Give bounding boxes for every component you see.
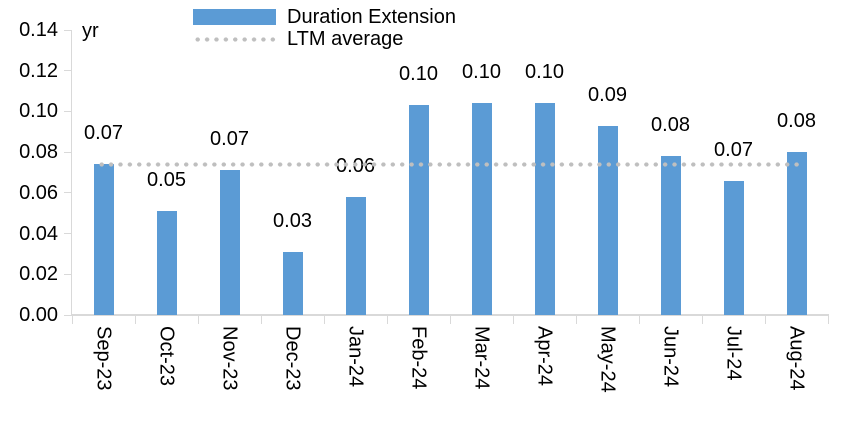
x-axis-label-Jul-24: Jul-24 bbox=[722, 326, 745, 381]
x-axis-tick bbox=[450, 316, 451, 324]
bar-value-label-Dec-23: 0.03 bbox=[273, 209, 312, 232]
bar-value-label-Sep-23: 0.07 bbox=[84, 122, 123, 145]
x-axis-tick bbox=[576, 316, 577, 324]
bar-May-24 bbox=[597, 125, 618, 315]
bar-Jun-24 bbox=[660, 156, 681, 315]
bar-value-label-May-24: 0.09 bbox=[588, 83, 627, 106]
y-axis-tick bbox=[64, 233, 72, 235]
x-axis-tick bbox=[765, 316, 766, 324]
y-axis-tick-label: 0.06 bbox=[19, 181, 58, 204]
x-axis-tick bbox=[513, 316, 514, 324]
x-axis-tick bbox=[828, 316, 829, 324]
ltm-average-line bbox=[97, 161, 799, 167]
legend-bar-swatch-icon bbox=[193, 9, 276, 25]
y-axis-tick-label: 0.02 bbox=[19, 263, 58, 286]
y-axis-tick-label: 0.08 bbox=[19, 141, 58, 164]
x-axis-label-Sep-23: Sep-23 bbox=[92, 326, 115, 391]
x-axis-label-Nov-23: Nov-23 bbox=[218, 326, 241, 391]
x-axis-label-Feb-24: Feb-24 bbox=[407, 326, 430, 390]
legend-label-duration-extension: Duration Extension bbox=[287, 6, 456, 28]
y-axis-tick bbox=[64, 192, 72, 194]
y-axis-tick bbox=[64, 314, 72, 316]
y-axis-tick bbox=[64, 70, 72, 72]
x-axis-label-Aug-24: Aug-24 bbox=[785, 326, 808, 391]
x-axis-label-Mar-24: Mar-24 bbox=[470, 326, 493, 390]
x-axis-tick bbox=[324, 316, 325, 324]
x-axis-label-Dec-23: Dec-23 bbox=[281, 326, 304, 391]
x-axis-label-Apr-24: Apr-24 bbox=[533, 326, 556, 387]
y-axis-tick bbox=[64, 273, 72, 275]
x-axis-tick bbox=[702, 316, 703, 324]
x-axis-label-May-24: May-24 bbox=[596, 326, 619, 393]
x-axis-label-Jan-24: Jan-24 bbox=[344, 326, 367, 388]
bar-Feb-24 bbox=[408, 105, 429, 315]
y-axis-tick-label: 0.14 bbox=[19, 19, 58, 41]
legend: Duration Extension LTM average bbox=[193, 6, 456, 50]
y-axis-tick-label: 0.10 bbox=[19, 100, 58, 123]
bar-Aug-24 bbox=[786, 152, 807, 315]
bar-value-label-Nov-23: 0.07 bbox=[210, 128, 249, 151]
x-axis-tick bbox=[198, 316, 199, 324]
x-axis-label-Jun-24: Jun-24 bbox=[659, 326, 682, 388]
y-axis-tick-label: 0.00 bbox=[19, 304, 58, 326]
x-axis-label-Oct-23: Oct-23 bbox=[155, 326, 178, 387]
bar-value-label-Apr-24: 0.10 bbox=[525, 61, 564, 84]
bar-Jul-24 bbox=[723, 180, 744, 315]
legend-dotted-line-swatch-icon bbox=[193, 36, 276, 42]
y-axis-tick bbox=[64, 29, 72, 31]
bar-Dec-23 bbox=[282, 251, 303, 315]
bar-value-label-Aug-24: 0.08 bbox=[777, 110, 816, 133]
x-axis-line bbox=[71, 314, 829, 316]
x-axis-tick bbox=[261, 316, 262, 324]
y-axis-tick bbox=[64, 151, 72, 153]
y-axis-tick bbox=[64, 110, 72, 112]
x-axis-tick bbox=[135, 316, 136, 324]
bar-Nov-23 bbox=[219, 170, 240, 315]
x-axis-tick bbox=[387, 316, 388, 324]
x-axis-tick bbox=[639, 316, 640, 324]
bar-Apr-24 bbox=[534, 103, 555, 315]
y-axis-tick-label: 0.04 bbox=[19, 222, 58, 245]
bar-Mar-24 bbox=[471, 103, 492, 315]
y-axis-line bbox=[71, 30, 72, 316]
bar-value-label-Feb-24: 0.10 bbox=[399, 63, 438, 86]
y-axis-unit-label: yr bbox=[82, 20, 99, 42]
legend-row-duration-extension: Duration Extension bbox=[193, 6, 456, 28]
bar-Sep-23 bbox=[93, 164, 114, 315]
bar-Jan-24 bbox=[345, 196, 366, 315]
bar-value-label-Jun-24: 0.08 bbox=[651, 114, 690, 137]
legend-label-ltm-average: LTM average bbox=[287, 28, 404, 50]
y-axis-tick-label: 0.12 bbox=[19, 59, 58, 82]
bar-value-label-Mar-24: 0.10 bbox=[462, 61, 501, 84]
legend-row-ltm-average: LTM average bbox=[193, 28, 456, 50]
bar-value-label-Jul-24: 0.07 bbox=[714, 138, 753, 161]
x-axis-tick bbox=[72, 316, 73, 324]
bar-Oct-23 bbox=[156, 211, 177, 315]
bar-value-label-Oct-23: 0.05 bbox=[147, 169, 186, 192]
